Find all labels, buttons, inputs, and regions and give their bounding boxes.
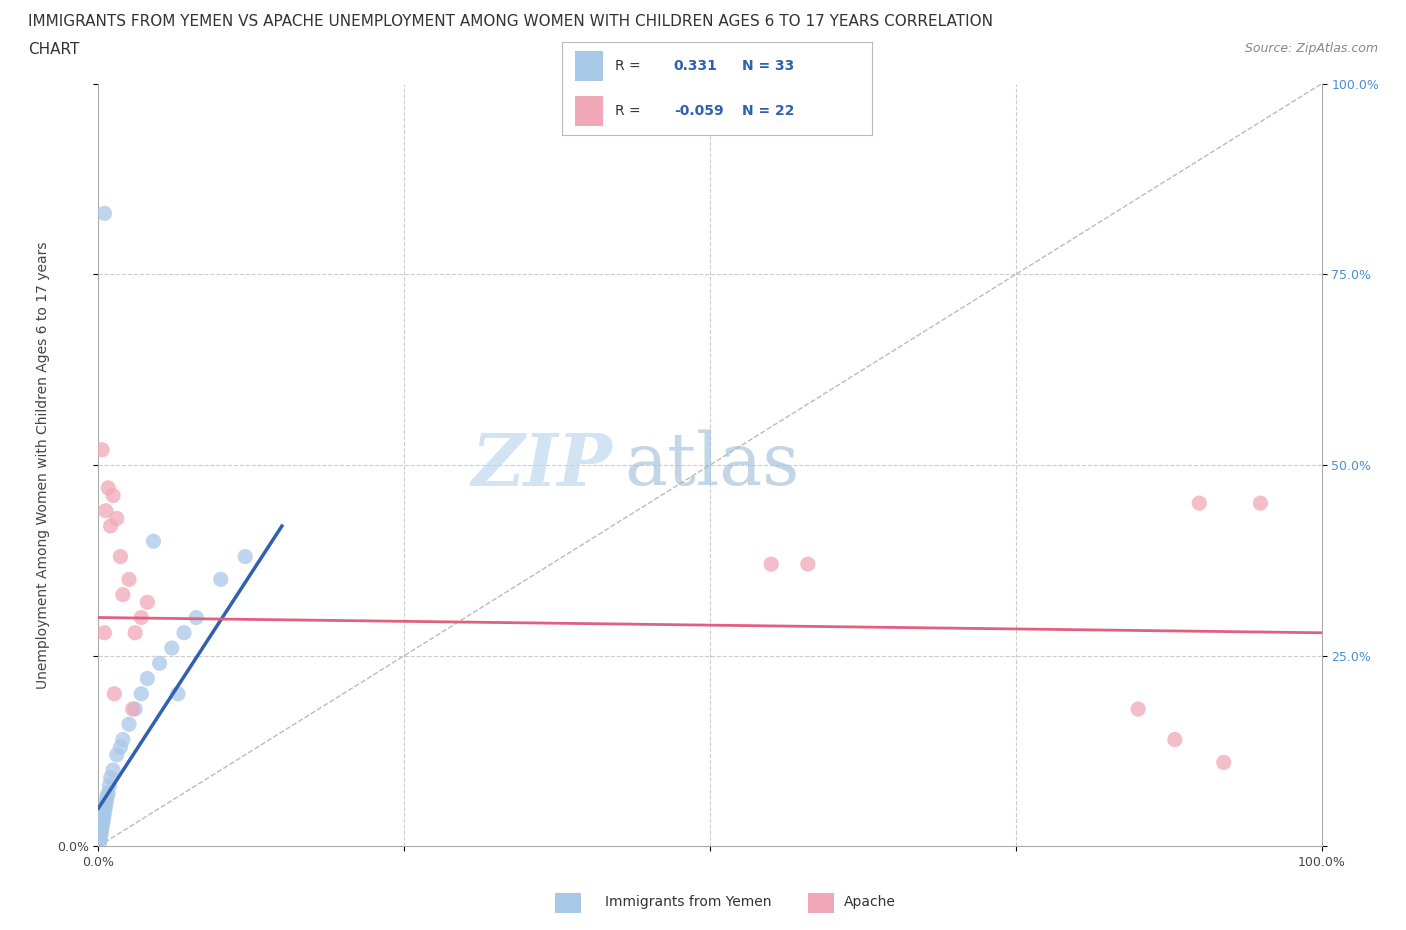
Point: [160, 641, 183, 656]
Point: [118, 717, 141, 732]
Point: [100, 770, 122, 785]
Point: [149, 656, 172, 671]
Point: [186, 610, 208, 625]
Point: [1164, 732, 1187, 747]
Point: [93, 206, 115, 220]
Point: [90, 828, 112, 843]
Point: [98, 777, 121, 792]
Point: [1212, 755, 1234, 770]
Point: [129, 610, 152, 625]
Point: [110, 549, 132, 564]
Text: R =: R =: [614, 103, 645, 118]
Point: [136, 595, 159, 610]
Point: [89, 831, 111, 846]
Text: Apache: Apache: [844, 895, 896, 910]
Point: [129, 686, 152, 701]
Text: Immigrants from Yemen: Immigrants from Yemen: [605, 895, 770, 910]
Point: [89, 835, 111, 850]
Text: -0.059: -0.059: [673, 103, 723, 118]
Point: [167, 686, 190, 701]
Point: [91, 812, 114, 827]
Point: [91, 443, 114, 458]
Text: ZIP: ZIP: [471, 430, 612, 500]
Point: [111, 587, 134, 602]
Bar: [575, 96, 603, 126]
Point: [94, 801, 117, 816]
Point: [111, 732, 134, 747]
Text: atlas: atlas: [624, 430, 800, 500]
Point: [105, 748, 128, 763]
Point: [91, 816, 114, 830]
Point: [103, 686, 125, 701]
Point: [1128, 701, 1150, 716]
Point: [101, 763, 124, 777]
Point: [94, 797, 117, 812]
Point: [93, 625, 115, 640]
Point: [97, 786, 120, 801]
Point: [97, 481, 120, 496]
Point: [1250, 496, 1272, 511]
Text: CHART: CHART: [28, 42, 80, 57]
Text: IMMIGRANTS FROM YEMEN VS APACHE UNEMPLOYMENT AMONG WOMEN WITH CHILDREN AGES 6 TO: IMMIGRANTS FROM YEMEN VS APACHE UNEMPLOY…: [28, 14, 993, 29]
Point: [209, 572, 232, 587]
Bar: [575, 51, 603, 81]
Point: [124, 625, 146, 640]
Point: [136, 671, 159, 686]
Point: [121, 701, 143, 716]
Point: [761, 557, 783, 572]
Point: [96, 790, 118, 804]
Point: [124, 701, 146, 716]
Y-axis label: Unemployment Among Women with Children Ages 6 to 17 years: Unemployment Among Women with Children A…: [35, 241, 49, 689]
Text: Source: ZipAtlas.com: Source: ZipAtlas.com: [1244, 42, 1378, 55]
Point: [797, 557, 820, 572]
Point: [93, 808, 115, 823]
Point: [1188, 496, 1211, 511]
Text: N = 33: N = 33: [742, 59, 794, 73]
Point: [110, 739, 132, 754]
Text: N = 22: N = 22: [742, 103, 794, 118]
Point: [118, 572, 141, 587]
Point: [100, 519, 122, 534]
Point: [173, 625, 195, 640]
Point: [233, 549, 256, 564]
Point: [101, 488, 124, 503]
Point: [105, 511, 128, 525]
Point: [142, 534, 165, 549]
Point: [93, 804, 115, 819]
Point: [91, 820, 114, 835]
Point: [94, 503, 117, 518]
Point: [96, 793, 118, 808]
Text: 0.331: 0.331: [673, 59, 717, 73]
Point: [90, 824, 112, 839]
Text: R =: R =: [614, 59, 645, 73]
